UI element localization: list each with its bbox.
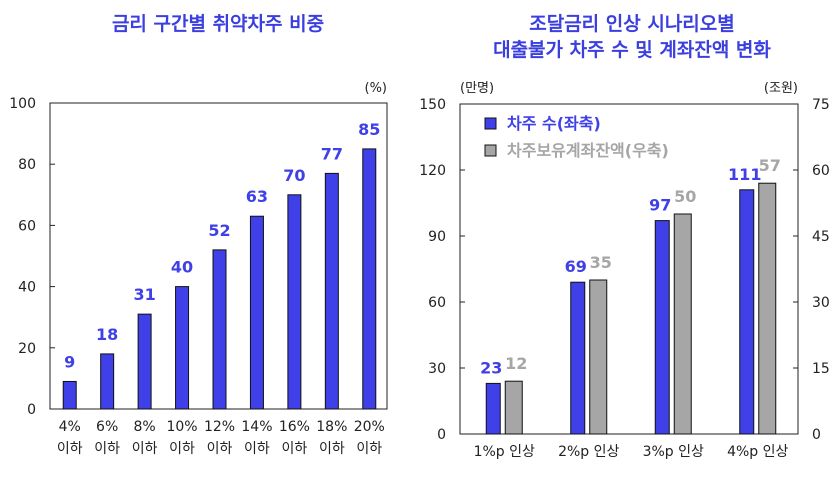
left-x-tick-label-line2: 이하 (282, 441, 308, 457)
left-x-tick-label-line2: 이하 (94, 441, 120, 457)
left-bar (175, 286, 190, 410)
left-unit-label: (%) (365, 81, 388, 96)
left-x-tick-label: 8% (134, 419, 156, 435)
right-bar-balance (758, 182, 777, 435)
left-bar (100, 353, 115, 410)
right-left-y-tick-label: 150 (419, 97, 446, 113)
left-y-tick-label: 40 (18, 280, 36, 296)
left-data-label: 31 (133, 285, 155, 304)
left-data-label: 40 (171, 258, 193, 277)
right-right-y-tick-label: 75 (812, 97, 830, 113)
left-y-tick-label: 20 (18, 341, 36, 357)
left-data-label: 9 (64, 352, 75, 371)
left-chart-title: 금리 구간별 취약차주 비중 (112, 13, 324, 35)
right-right-unit-label: (조원) (764, 81, 798, 96)
right-data-label-balance: 57 (759, 156, 781, 175)
left-data-label: 85 (358, 120, 380, 139)
left-x-tick-label: 4% (59, 419, 81, 435)
left-data-label: 70 (283, 166, 305, 185)
left-bar (287, 194, 302, 410)
right-x-tick-label: 4%p 인상 (727, 444, 788, 460)
right-bar-balance (673, 213, 692, 435)
right-right-y-tick-label: 45 (812, 229, 830, 245)
right-bar-balance (504, 380, 523, 435)
right-bar-borrowers (739, 189, 755, 435)
right-bar-borrowers (654, 220, 670, 435)
legend-swatch (484, 144, 497, 157)
left-bar (249, 215, 264, 410)
left-y-tick-label: 80 (18, 157, 36, 173)
left-y-tick-label: 100 (9, 96, 36, 112)
right-data-label-borrowers: 23 (480, 358, 502, 377)
right-bar-balance (589, 279, 608, 435)
right-data-label-balance: 50 (674, 187, 696, 206)
legend-label: 차주보유계좌잔액(우축) (507, 141, 669, 160)
right-chart-title-line2: 대출불가 차주 수 및 계좌잔액 변화 (493, 39, 771, 61)
left-x-tick-label: 16% (279, 419, 310, 435)
left-x-tick-label: 14% (241, 419, 272, 435)
right-left-y-tick-label: 60 (428, 295, 446, 311)
right-left-y-tick-label: 30 (428, 361, 446, 377)
left-data-label: 18 (96, 325, 118, 344)
right-right-y-tick-label: 15 (812, 361, 830, 377)
left-x-tick-label: 6% (96, 419, 118, 435)
right-chart-title-line1: 조달금리 인상 시나리오별 (529, 13, 735, 35)
left-x-tick-label-line2: 이하 (132, 441, 158, 457)
left-x-tick-label: 12% (204, 419, 235, 435)
left-x-tick-label-line2: 이하 (207, 441, 233, 457)
right-right-y-tick-label: 60 (812, 163, 830, 179)
right-right-y-tick-label: 0 (812, 427, 821, 443)
right-plot-frame (459, 103, 799, 435)
left-x-tick-label-line2: 이하 (319, 441, 345, 457)
left-data-label: 77 (321, 144, 343, 163)
left-y-tick-label: 60 (18, 218, 36, 234)
left-bar (137, 313, 152, 410)
left-bar (212, 249, 227, 410)
left-x-tick-label: 18% (316, 419, 347, 435)
right-left-y-tick-label: 0 (437, 427, 446, 443)
left-data-label: 63 (246, 187, 268, 206)
right-x-tick-label: 3%p 인상 (643, 444, 704, 460)
right-data-label-borrowers: 69 (565, 257, 587, 276)
left-x-tick-label-line2: 이하 (169, 441, 195, 457)
right-right-y-tick-label: 30 (812, 295, 830, 311)
right-left-y-tick-label: 120 (419, 163, 446, 179)
right-data-label-balance: 12 (505, 354, 527, 373)
left-bar (324, 172, 339, 410)
right-bar-borrowers (485, 382, 501, 435)
left-x-tick-label: 20% (354, 419, 385, 435)
right-x-tick-label: 2%p 인상 (558, 444, 619, 460)
right-x-tick-label: 1%p 인상 (474, 444, 535, 460)
legend-label: 차주 수(좌축) (507, 114, 601, 133)
left-y-tick-label: 0 (27, 402, 36, 418)
left-data-label: 52 (208, 221, 230, 240)
right-data-label-borrowers: 111 (728, 165, 761, 184)
left-x-tick-label-line2: 이하 (57, 441, 83, 457)
left-x-tick-label-line2: 이하 (356, 441, 382, 457)
left-x-tick-label-line2: 이하 (244, 441, 270, 457)
left-x-tick-label: 10% (166, 419, 197, 435)
legend-swatch (484, 117, 497, 130)
right-left-y-tick-label: 90 (428, 229, 446, 245)
right-left-unit-label: (만명) (460, 81, 494, 96)
left-bar (362, 148, 377, 410)
right-data-label-balance: 35 (590, 253, 612, 272)
right-bar-borrowers (570, 281, 586, 435)
left-bar (62, 380, 77, 410)
right-data-label-borrowers: 97 (649, 196, 671, 215)
